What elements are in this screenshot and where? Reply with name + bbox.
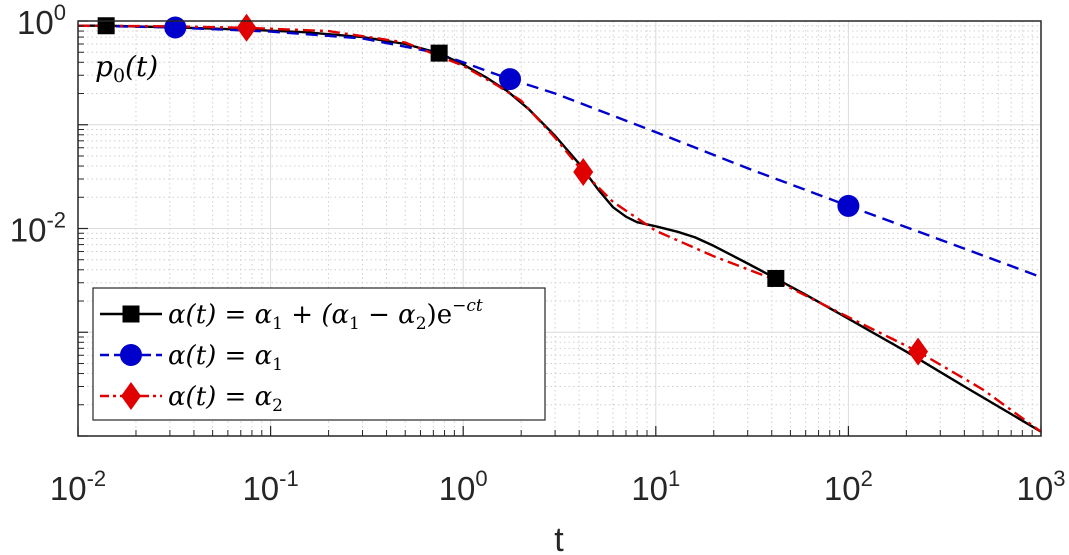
legend-sample-marker-3 bbox=[121, 382, 141, 410]
x-tick-exponent: -1 bbox=[279, 466, 299, 491]
legend-box bbox=[92, 287, 546, 421]
x-tick-base: 10 bbox=[439, 470, 476, 507]
x-tick-base: 10 bbox=[1017, 470, 1054, 507]
series-1-marker bbox=[767, 269, 785, 287]
legend-2-pre: α(t) = α bbox=[168, 341, 273, 371]
legend-sample-marker-2 bbox=[120, 344, 142, 366]
x-tick-label: 10-2 bbox=[50, 466, 106, 507]
y-tick-base: 10 bbox=[10, 212, 47, 249]
legend-1-sup: −ct bbox=[452, 296, 483, 316]
series-3-marker bbox=[908, 337, 929, 366]
legend-3-s1: 2 bbox=[272, 396, 283, 416]
x-tick-label: 103 bbox=[1017, 466, 1066, 507]
x-tick-exponent: -2 bbox=[87, 466, 107, 491]
annot-sub: 0 bbox=[113, 65, 125, 87]
x-tick-exponent: 0 bbox=[475, 466, 487, 491]
axis-ticks bbox=[77, 20, 1042, 437]
legend-1-mid: + (α bbox=[283, 300, 349, 330]
x-tick-label: 101 bbox=[631, 466, 680, 507]
series-2-marker bbox=[837, 194, 860, 217]
series-3-marker bbox=[573, 158, 594, 187]
series-2-marker bbox=[164, 16, 187, 39]
legend-sample-marker-1 bbox=[122, 305, 140, 323]
x-tick-base: 10 bbox=[824, 470, 861, 507]
y-tick-base: 10 bbox=[17, 4, 54, 41]
x-tick-base: 10 bbox=[242, 470, 279, 507]
legend-1-mid2: − α bbox=[360, 300, 416, 330]
x-tick-exponent: 2 bbox=[861, 466, 873, 491]
legend-1-s2: 1 bbox=[349, 314, 360, 334]
legend-entry-1: α(t) = α1 + (α1 − α2)e−ct bbox=[168, 296, 483, 334]
legend-samples bbox=[100, 305, 162, 410]
y-tick-label: 10-2 bbox=[10, 208, 66, 249]
legend-1-s3: 2 bbox=[416, 314, 427, 334]
legend-1-post: )e bbox=[427, 300, 453, 330]
x-tick-label: 10-1 bbox=[242, 466, 298, 507]
y-tick-exponent: 0 bbox=[54, 0, 66, 25]
legend-2-s1: 1 bbox=[272, 355, 283, 375]
x-tick-label: 102 bbox=[824, 466, 873, 507]
legend-1-s1: 1 bbox=[272, 314, 283, 334]
x-tick-exponent: 1 bbox=[668, 466, 680, 491]
legend-entry-3: α(t) = α2 bbox=[168, 382, 283, 416]
x-axis-label: t bbox=[554, 521, 564, 555]
y-tick-exponent: -2 bbox=[46, 208, 66, 233]
y-tick-label: 100 bbox=[17, 0, 66, 41]
annot-base: p bbox=[95, 50, 113, 83]
x-tick-label: 100 bbox=[439, 466, 488, 507]
series-2-marker bbox=[499, 68, 522, 91]
x-tick-exponent: 3 bbox=[1053, 466, 1065, 491]
series-line-1 bbox=[78, 24, 1042, 433]
series-line-3 bbox=[77, 24, 1042, 433]
series-1-marker bbox=[430, 44, 448, 62]
legend: α(t) = α1 + (α1 − α2)e−ct α(t) = α1 α(t)… bbox=[92, 287, 546, 421]
legend-3-pre: α(t) = α bbox=[168, 382, 273, 412]
x-tick-base: 10 bbox=[631, 470, 668, 507]
x-tick-base: 10 bbox=[50, 470, 87, 507]
legend-1-pre: α(t) = α bbox=[168, 300, 273, 330]
x-tick-labels: 10-2 10-1 100 101 102 103 bbox=[50, 466, 1066, 507]
series-markers bbox=[97, 13, 929, 366]
legend-entry-2: α(t) = α1 bbox=[168, 341, 283, 375]
annot-rest: (t) bbox=[125, 50, 158, 83]
p0-annotation: p0(t) bbox=[95, 50, 158, 87]
series-1-marker bbox=[97, 17, 115, 35]
